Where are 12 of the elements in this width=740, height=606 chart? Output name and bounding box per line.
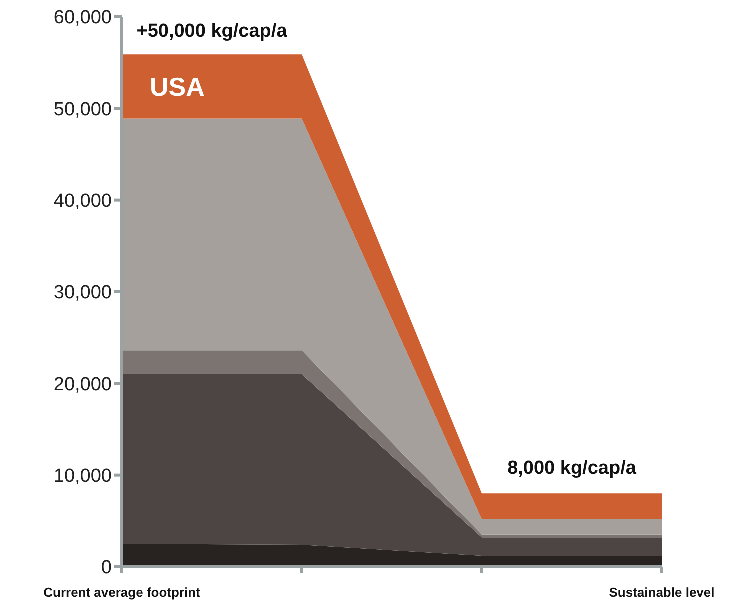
annotation: 8,000 kg/cap/a [506,458,638,480]
y-tick-label: 30,000 [54,282,112,304]
y-tick-label: 40,000 [54,191,112,212]
y-tick-label: 20,000 [54,374,112,396]
y-tick-label: 50,000 [54,99,112,120]
x-tick-label: Current average footprint [44,585,202,600]
annotation: +50,000 kg/cap/a [136,20,288,42]
y-tick-label: 0 [101,558,112,579]
y-tick-label: 60,000 [54,8,112,29]
x-tick-label: Sustainable level [609,585,715,600]
series-label: USA [150,72,205,103]
y-tick-label: 10,000 [54,466,112,488]
